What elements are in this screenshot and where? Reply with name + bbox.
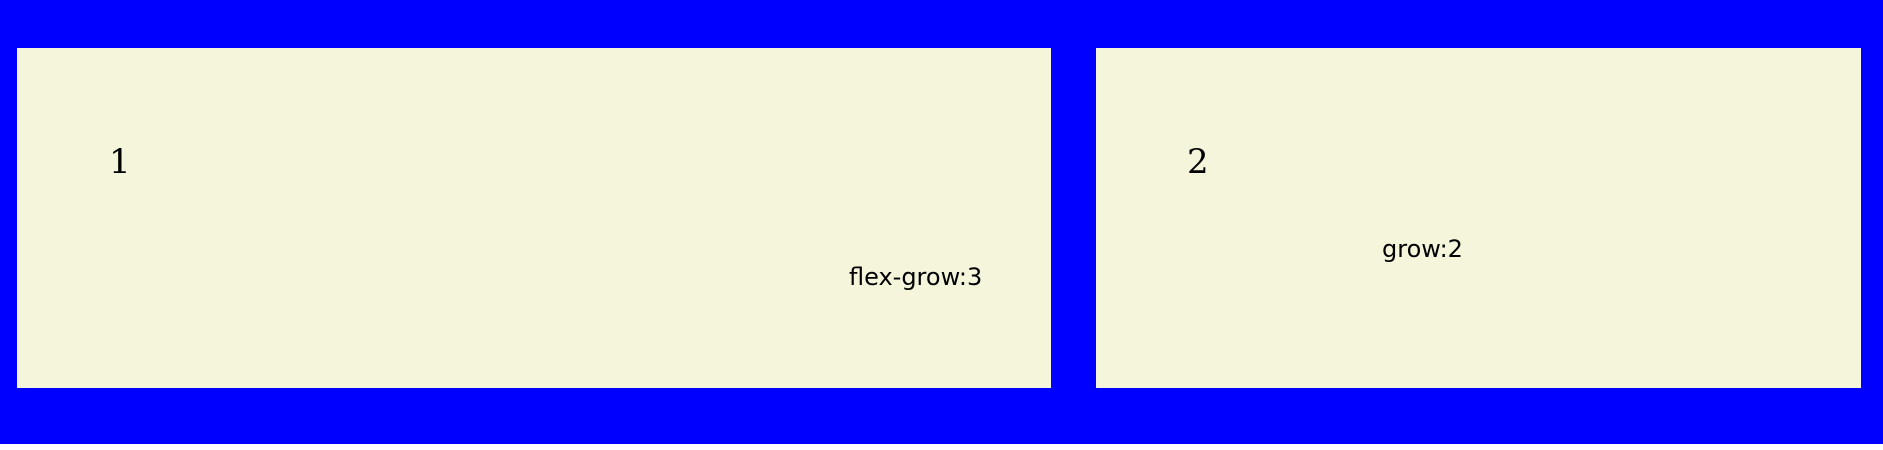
item-number: 1 — [109, 142, 131, 182]
item-label: flex-grow:3 — [849, 263, 983, 291]
flex-item-2: 2 grow:2 — [1096, 48, 1861, 388]
item-label: grow:2 — [1382, 235, 1463, 263]
flex-item-1: 1 flex-grow:3 — [17, 48, 1051, 388]
item-number: 2 — [1187, 142, 1209, 182]
